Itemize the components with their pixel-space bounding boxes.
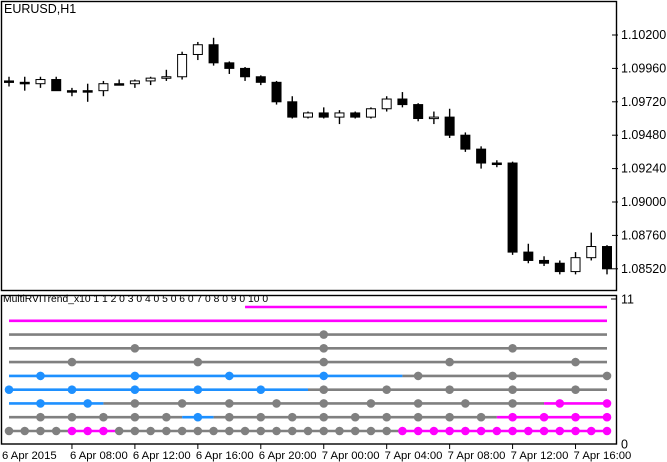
svg-text:EURUSD,H1: EURUSD,H1 — [4, 2, 76, 16]
svg-text:7 Apr 16:00: 7 Apr 16:00 — [574, 450, 632, 462]
svg-text:MultiRVITrend_x10 1 1 2 0 3 0: MultiRVITrend_x10 1 1 2 0 3 0 4 0 5 0 6 … — [3, 294, 268, 305]
svg-text:7 Apr 12:00: 7 Apr 12:00 — [511, 450, 569, 462]
svg-text:1.09720: 1.09720 — [621, 95, 666, 109]
svg-text:6 Apr 20:00: 6 Apr 20:00 — [259, 450, 317, 462]
svg-text:1.08760: 1.08760 — [621, 228, 666, 242]
svg-text:1.10200: 1.10200 — [621, 28, 666, 42]
svg-text:1.08520: 1.08520 — [621, 262, 666, 276]
svg-text:7 Apr 04:00: 7 Apr 04:00 — [385, 450, 443, 462]
svg-text:6 Apr 08:00: 6 Apr 08:00 — [70, 450, 128, 462]
svg-text:6 Apr 12:00: 6 Apr 12:00 — [133, 450, 191, 462]
svg-text:7 Apr 00:00: 7 Apr 00:00 — [322, 450, 380, 462]
svg-text:6 Apr 16:00: 6 Apr 16:00 — [196, 450, 254, 462]
svg-text:1.09480: 1.09480 — [621, 128, 666, 142]
svg-text:1.09000: 1.09000 — [621, 195, 666, 209]
svg-text:7 Apr 08:00: 7 Apr 08:00 — [448, 450, 506, 462]
svg-text:1.09960: 1.09960 — [621, 61, 666, 75]
svg-text:11: 11 — [621, 293, 634, 307]
svg-text:1.09240: 1.09240 — [621, 162, 666, 176]
svg-text:6 Apr 2015: 6 Apr 2015 — [2, 450, 57, 462]
